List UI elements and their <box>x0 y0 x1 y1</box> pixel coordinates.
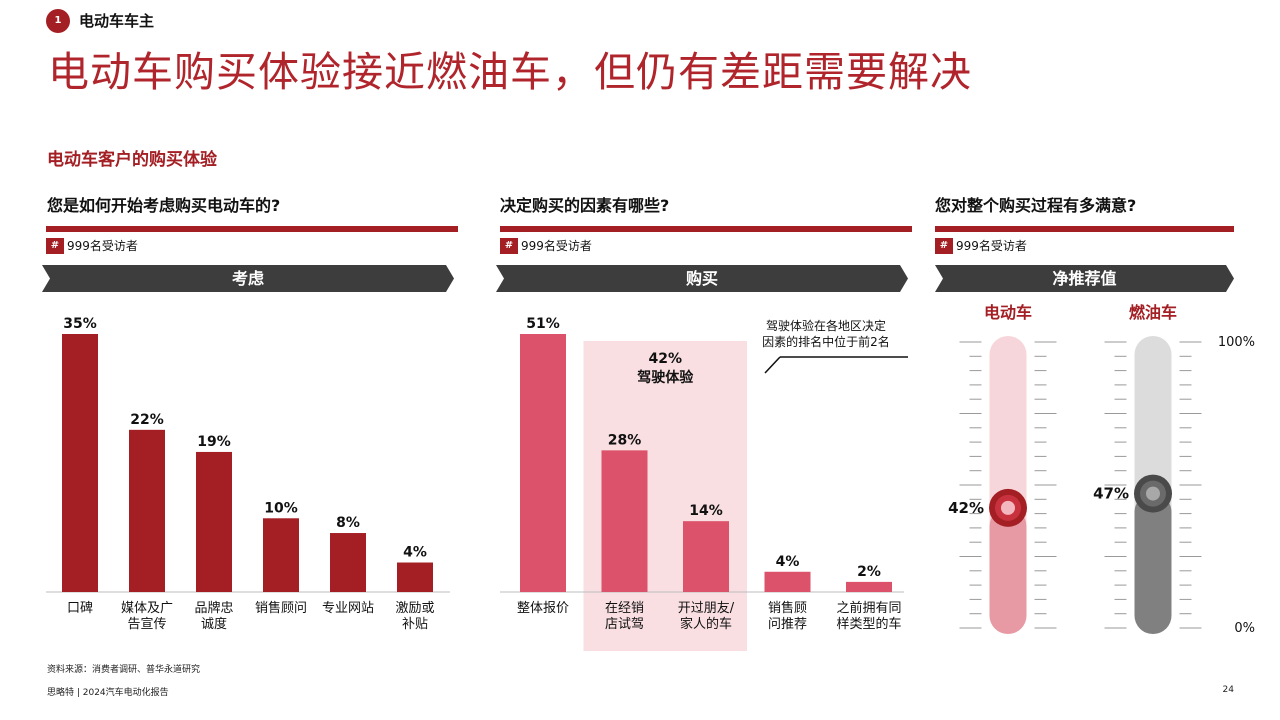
gauge-name-ice: 燃油车 <box>1129 303 1177 322</box>
bar-value-label: 8% <box>336 515 360 531</box>
bar <box>520 334 566 592</box>
bar <box>846 581 892 592</box>
respondent-count: #999名受访者 <box>935 237 1027 254</box>
bar <box>129 429 165 592</box>
question-title-satisfaction: 您对整个购买过程有多满意? <box>935 196 1137 215</box>
category-label: 开过朋友/ <box>678 600 735 616</box>
category-label: 在经销 <box>605 601 644 616</box>
bar-value-label: 22% <box>130 412 164 428</box>
bar-value-label: 2% <box>857 564 881 580</box>
bar-value-label: 14% <box>689 503 723 519</box>
question-rule <box>500 226 912 232</box>
page-title: 电动车购买体验接近燃油车，但仍有差距需要解决 <box>48 48 972 96</box>
category-label: 补贴 <box>402 617 428 632</box>
hash-icon: # <box>500 237 518 254</box>
gauge-fill-ice <box>1134 493 1172 634</box>
axis-min-label: 0% <box>1234 621 1255 636</box>
hash-icon: # <box>935 237 953 254</box>
bar <box>683 521 729 592</box>
bar <box>764 571 811 592</box>
page-subtitle: 电动车客户的购买体验 <box>47 150 217 170</box>
bar-value-label: 28% <box>608 432 642 448</box>
phase-banner-purchase: 购买 <box>496 265 908 292</box>
hash-icon: # <box>46 237 64 254</box>
category-label: 店试驾 <box>605 617 644 632</box>
respondent-count: #999名受访者 <box>46 237 138 254</box>
question-title-consider: 您是如何开始考虑购买电动车的? <box>47 196 281 215</box>
footer-org: 思略特 | 2024汽车电动化报告 <box>47 688 169 698</box>
bar <box>263 518 299 592</box>
bar <box>397 562 433 592</box>
footer-source: 资料来源：消费者调研、普华永道研究 <box>47 665 201 675</box>
gauge-value-label-ev: 42% <box>948 499 984 517</box>
nps-gauge-chart: 100% 0% 电动车 42% 燃油车 47% <box>935 300 1275 640</box>
gauge-value-label-ice: 47% <box>1093 485 1129 503</box>
category-label: 样类型的车 <box>836 616 901 632</box>
annotation-text: 因素的排名中位于前2名 <box>762 334 890 349</box>
highlight-label: 驾驶体验 <box>636 369 694 386</box>
respondent-count: #999名受访者 <box>500 237 592 254</box>
bar-value-label: 4% <box>403 545 427 561</box>
respondent-text: 999名受访者 <box>521 239 592 253</box>
category-label: 专业网站 <box>322 601 374 616</box>
bar-value-label: 51% <box>526 316 560 332</box>
bar-value-label: 35% <box>63 316 97 332</box>
bar-value-label: 10% <box>264 500 298 516</box>
phase-banner-nps: 净推荐值 <box>935 265 1234 292</box>
category-label: 品牌忠 <box>194 600 233 616</box>
bar <box>601 450 648 592</box>
bar <box>330 533 366 592</box>
category-label: 激励或 <box>395 601 434 616</box>
annotation-text: 驾驶体验在各地区决定 <box>766 318 886 333</box>
category-label: 问推荐 <box>768 617 807 632</box>
bar <box>196 451 232 592</box>
question-rule <box>46 226 458 232</box>
bar-value-label: 19% <box>197 434 231 450</box>
category-label: 销售顾问 <box>255 600 307 616</box>
annotation-pointer <box>764 356 781 374</box>
respondent-text: 999名受访者 <box>956 239 1027 253</box>
question-title-purchase: 决定购买的因素有哪些? <box>500 196 670 215</box>
bar <box>62 334 98 592</box>
consider-bar-chart: 35% 口碑 22% 媒体及广 告宣传 19% 品牌忠 诚度 10% 销售顾问 8% 专业网站 4% 激励… <box>46 300 458 640</box>
question-rule <box>935 226 1234 232</box>
category-label: 整体报价 <box>517 601 569 616</box>
page-number: 24 <box>1222 685 1234 695</box>
category-label: 媒体及广 <box>121 601 173 616</box>
phase-banner-consider: 考虑 <box>42 265 454 292</box>
category-label: 诚度 <box>201 616 227 632</box>
gauge-name-ev: 电动车 <box>984 303 1032 322</box>
gauge-knob-center-ev <box>1001 500 1015 515</box>
gauge-fill-ev <box>989 507 1027 634</box>
highlight-value-label: 42% <box>648 351 682 367</box>
bar-value-label: 4% <box>776 554 800 570</box>
category-label: 家人的车 <box>680 616 732 632</box>
axis-max-label: 100% <box>1218 335 1255 350</box>
category-label: 口碑 <box>67 600 93 616</box>
category-label: 告宣传 <box>127 616 166 632</box>
gauge-knob-center-ice <box>1146 486 1160 501</box>
nps-chart-svg: 100% 0% 电动车 42% 燃油车 47% <box>948 303 1255 636</box>
category-label: 销售顾 <box>768 600 807 616</box>
section-number-badge: 1 <box>46 9 70 33</box>
purchase-bar-chart: 42% 驾驶体验 51% 整体报价 28% 在经销 店试驾 14% 开过朋友/家人的车 4% 销售顾… <box>500 300 912 660</box>
category-label: 之前拥有同 <box>836 600 901 616</box>
respondent-text: 999名受访者 <box>67 239 138 253</box>
section-label: 电动车车主 <box>79 12 155 30</box>
